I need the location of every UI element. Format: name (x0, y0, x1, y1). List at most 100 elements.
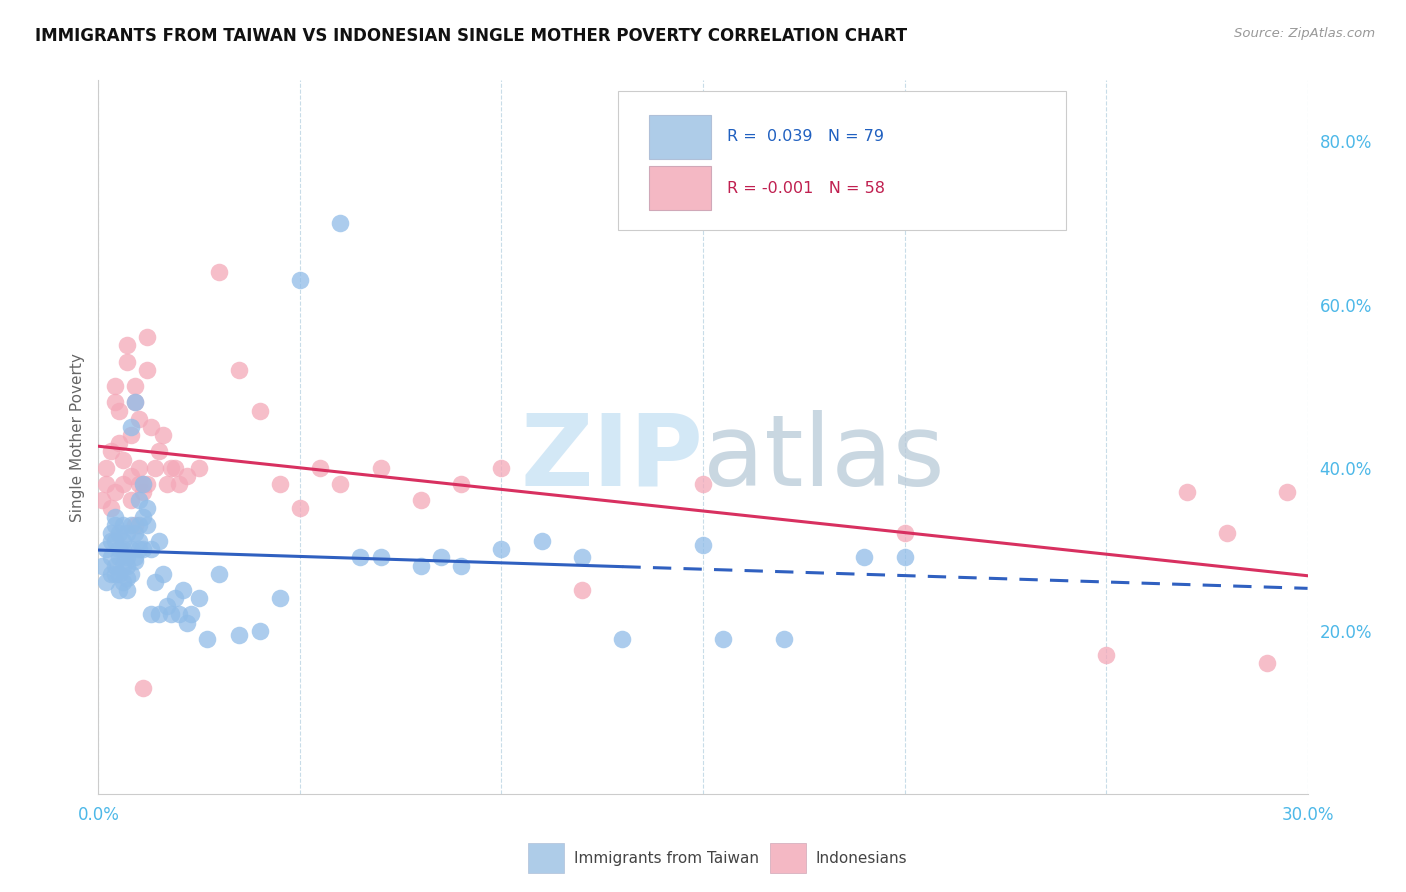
Point (329, 477, 352, 491)
Point (160, 460, 183, 475)
Text: Immigrants from Taiwan: Immigrants from Taiwan (574, 851, 759, 865)
Point (1095, 648, 1118, 663)
Point (128, 460, 150, 475)
Point (450, 477, 472, 491)
Point (139, 607, 162, 622)
Point (1216, 525, 1239, 540)
Point (107, 542, 129, 557)
Point (100, 550, 122, 565)
Point (228, 363, 250, 377)
Point (152, 566, 174, 581)
Point (107, 403, 129, 417)
Point (100, 444, 122, 458)
Point (370, 550, 392, 565)
Point (103, 566, 125, 581)
Point (135, 363, 157, 377)
Text: ZIP: ZIP (520, 410, 703, 507)
Point (124, 379, 146, 393)
Point (115, 354, 138, 368)
Point (96, 574, 118, 589)
Point (103, 534, 125, 549)
Point (188, 591, 211, 606)
Point (120, 517, 142, 532)
Point (115, 338, 138, 352)
Point (430, 550, 453, 565)
Point (103, 558, 125, 573)
Point (135, 501, 157, 516)
Point (107, 550, 129, 565)
Point (115, 550, 138, 565)
Point (249, 403, 271, 417)
Point (450, 558, 472, 573)
Point (107, 566, 129, 581)
Point (103, 517, 125, 532)
Point (571, 582, 593, 597)
Point (132, 509, 155, 524)
Point (1175, 485, 1198, 500)
Point (143, 460, 166, 475)
Point (269, 477, 291, 491)
Point (167, 607, 190, 622)
Point (124, 395, 146, 409)
Point (111, 477, 134, 491)
Point (128, 534, 150, 549)
Point (612, 632, 634, 646)
Point (128, 493, 150, 508)
Point (228, 628, 250, 642)
FancyBboxPatch shape (648, 114, 711, 159)
Point (530, 534, 553, 549)
Point (893, 550, 915, 565)
Text: R =  0.039   N = 79: R = 0.039 N = 79 (727, 129, 884, 145)
Point (107, 436, 129, 450)
Point (148, 607, 170, 622)
Point (132, 477, 155, 491)
Point (128, 411, 150, 425)
Point (692, 538, 714, 552)
Point (176, 615, 198, 630)
Point (120, 420, 142, 434)
Point (409, 558, 432, 573)
Text: Indonesians: Indonesians (815, 851, 907, 865)
Point (96, 477, 118, 491)
Text: Source: ZipAtlas.com: Source: ZipAtlas.com (1234, 27, 1375, 40)
Point (115, 571, 138, 585)
Point (91, 493, 114, 508)
Text: R = -0.001   N = 58: R = -0.001 N = 58 (727, 180, 886, 195)
Point (208, 265, 231, 279)
Point (148, 534, 170, 549)
Point (1277, 485, 1299, 500)
Point (124, 550, 146, 565)
Point (180, 607, 202, 622)
Point (491, 460, 513, 475)
FancyBboxPatch shape (527, 843, 564, 873)
Point (120, 468, 142, 483)
Point (128, 517, 150, 532)
Point (120, 566, 142, 581)
Point (111, 574, 134, 589)
Point (269, 591, 291, 606)
Point (115, 525, 138, 540)
FancyBboxPatch shape (769, 843, 806, 873)
Point (692, 477, 714, 491)
Point (139, 420, 162, 434)
Point (96, 542, 118, 557)
Point (309, 460, 332, 475)
Point (128, 477, 150, 491)
Point (103, 379, 125, 393)
Point (128, 542, 150, 557)
Point (91, 558, 114, 573)
Point (772, 632, 794, 646)
Point (124, 517, 146, 532)
Point (100, 566, 122, 581)
Point (124, 525, 146, 540)
Point (135, 517, 157, 532)
Point (135, 330, 157, 344)
Point (103, 509, 125, 524)
Point (135, 477, 157, 491)
Point (893, 525, 915, 540)
Point (111, 558, 134, 573)
Point (167, 477, 190, 491)
Point (111, 534, 134, 549)
Point (370, 460, 392, 475)
Point (152, 428, 174, 442)
